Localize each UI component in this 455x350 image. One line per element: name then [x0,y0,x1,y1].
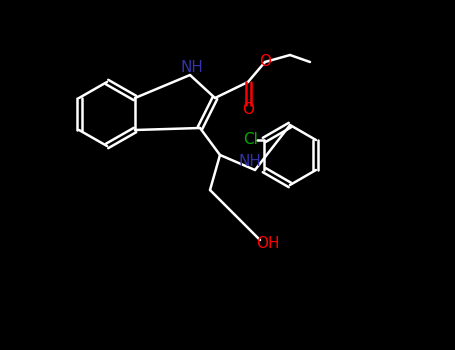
Text: NH: NH [238,154,262,169]
Text: O: O [259,55,271,70]
Text: NH: NH [181,60,203,75]
Text: O: O [242,103,254,118]
Text: Cl: Cl [243,133,258,147]
Text: OH: OH [256,236,280,251]
